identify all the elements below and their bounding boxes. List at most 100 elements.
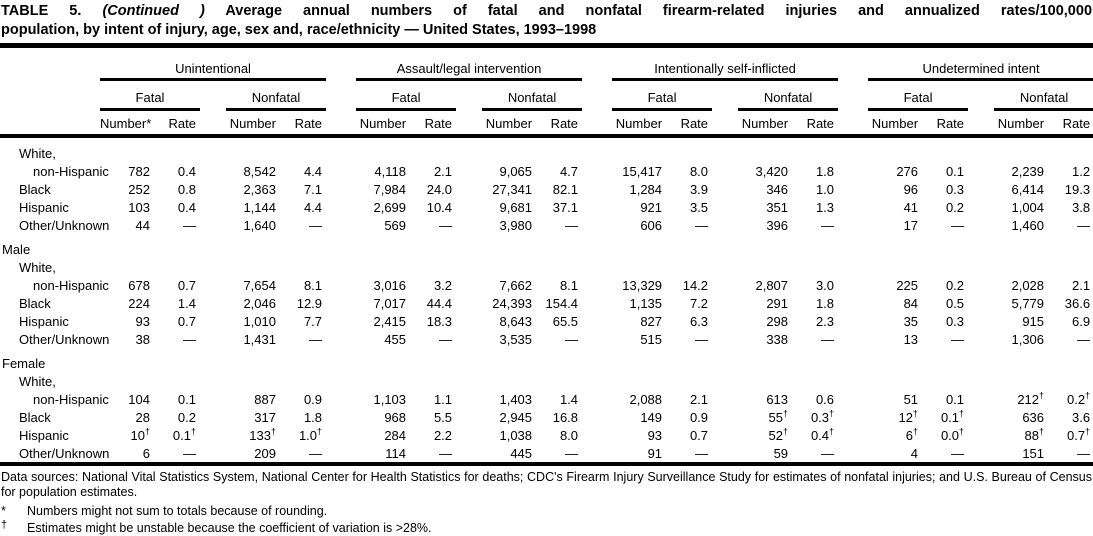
spacer bbox=[456, 444, 483, 466]
fatal-header: Fatal bbox=[356, 79, 457, 111]
spacer bbox=[582, 216, 612, 234]
colgroup-assault-legal-intervention: Assault/legal intervention bbox=[356, 48, 583, 81]
table-row: Black 224 1.4 2,046 12.9 7,017 44.4 24,393 154.4… bbox=[0, 294, 1093, 312]
cell-number: 1,010 bbox=[243, 314, 276, 329]
spacer bbox=[582, 162, 612, 180]
cell-number: 317 bbox=[254, 410, 276, 425]
cell-rate: 0.6 bbox=[815, 392, 835, 407]
cell-number: 515 bbox=[640, 332, 663, 347]
colgroup-unintentional: Unintentional bbox=[100, 48, 327, 81]
cell-number: 27,341 bbox=[492, 182, 533, 197]
cell-rate: — bbox=[439, 332, 453, 347]
cell-rate: 0.1† bbox=[940, 408, 965, 425]
row-label: White, bbox=[19, 146, 56, 161]
cell-rate: — bbox=[796, 444, 839, 466]
cell-rate: 0.4† bbox=[810, 426, 835, 443]
spacer bbox=[326, 426, 356, 444]
cell-rate: 1.4 bbox=[177, 296, 196, 311]
cell-rate: — bbox=[183, 332, 196, 347]
group-header-row: Unintentional Assault/legal intervention… bbox=[0, 48, 1093, 81]
spacer bbox=[712, 312, 738, 330]
spacer bbox=[968, 198, 994, 216]
spacer bbox=[838, 109, 869, 138]
spacer bbox=[200, 80, 226, 110]
cell-rate: 6.3 bbox=[689, 314, 709, 329]
asterisk-symbol: * bbox=[1, 504, 6, 518]
cell-rate: 37.1 bbox=[552, 200, 579, 215]
dagger-marker: † bbox=[829, 408, 835, 419]
cell-rate: 0.1† bbox=[172, 426, 196, 443]
cell-rate: 0.7 bbox=[177, 314, 196, 329]
number-column-header: Number bbox=[226, 109, 284, 138]
fatal-header: Fatal bbox=[612, 79, 713, 111]
nonfatal-header: Nonfatal bbox=[226, 79, 327, 111]
spacer bbox=[326, 180, 356, 198]
cell-rate: 18.3 bbox=[426, 314, 453, 329]
spacer bbox=[838, 180, 868, 198]
cell-number: 24,393 bbox=[492, 296, 533, 311]
row-label: Hispanic bbox=[19, 314, 69, 329]
cell-rate: — bbox=[158, 444, 200, 466]
cell-rate: 2.2 bbox=[433, 428, 453, 443]
table-title: TABLE 5. (Continued ) Average annual num… bbox=[0, 2, 1093, 40]
cell-number: 51 bbox=[903, 392, 919, 407]
cell-number: 7,662 bbox=[499, 278, 533, 293]
spacer bbox=[968, 276, 994, 294]
cell-number: 6† bbox=[905, 426, 919, 443]
row-label: Black bbox=[19, 296, 51, 311]
cell-number: 3,420 bbox=[755, 164, 789, 179]
cell-rate: — bbox=[670, 444, 713, 466]
spacer bbox=[326, 48, 356, 80]
spacer bbox=[712, 162, 738, 180]
cell-rate: 44.4 bbox=[426, 296, 453, 311]
cell-rate: — bbox=[565, 218, 579, 233]
cell-rate: — bbox=[1077, 332, 1091, 347]
cell-rate: — bbox=[1052, 444, 1093, 466]
spacer bbox=[582, 109, 613, 138]
cell-rate: 0.8 bbox=[177, 182, 196, 197]
spacer bbox=[456, 330, 482, 348]
cell-rate: 0.2 bbox=[177, 410, 196, 425]
spacer bbox=[712, 80, 738, 110]
cell-number: 921 bbox=[640, 200, 663, 215]
table-continued-marker: (Continued ) bbox=[102, 3, 205, 19]
cell-rate: 4.7 bbox=[559, 164, 579, 179]
spacer bbox=[200, 330, 226, 348]
cell-number: 1,284 bbox=[629, 182, 663, 197]
spacer bbox=[326, 162, 356, 180]
spacer bbox=[456, 216, 482, 234]
fatal-header: Fatal bbox=[100, 79, 200, 111]
spacer bbox=[838, 390, 868, 408]
spacer bbox=[0, 80, 100, 110]
cell-number: 2,239 bbox=[1011, 164, 1045, 179]
cell-rate: 1.1 bbox=[433, 392, 453, 407]
number-column-header: Number bbox=[482, 109, 541, 138]
cell-number: 2,028 bbox=[1011, 278, 1045, 293]
number-column-header: Number* bbox=[100, 109, 158, 138]
row-label: White, bbox=[19, 374, 56, 389]
cell-rate: 3.2 bbox=[433, 278, 453, 293]
spacer bbox=[200, 276, 226, 294]
cell-rate: — bbox=[309, 218, 323, 233]
spacer bbox=[968, 408, 994, 426]
cell-rate: — bbox=[309, 332, 323, 347]
cell-number: 291 bbox=[766, 296, 789, 311]
cell-rate: 1.0 bbox=[815, 182, 835, 197]
spacer bbox=[712, 408, 738, 426]
spacer bbox=[968, 312, 994, 330]
spacer bbox=[968, 216, 994, 234]
cell-number: 284 bbox=[384, 428, 407, 443]
cell-number: 4,118 bbox=[374, 164, 407, 179]
rate-column-header: Rate bbox=[284, 109, 327, 138]
rate-column-header: Rate bbox=[926, 109, 969, 138]
spacer bbox=[200, 408, 226, 426]
spacer bbox=[582, 330, 612, 348]
spacer bbox=[200, 180, 226, 198]
rate-column-header: Rate bbox=[158, 109, 200, 138]
cell-rate: 0.4 bbox=[177, 200, 196, 215]
spacer bbox=[326, 294, 356, 312]
dagger-marker: † bbox=[959, 408, 965, 419]
cell-rate: 0.1 bbox=[945, 392, 965, 407]
table-body: White, non-Hispanic 782 0.4 8,542 4.4 4,118 2.1… bbox=[0, 136, 1093, 466]
spacer bbox=[968, 180, 994, 198]
